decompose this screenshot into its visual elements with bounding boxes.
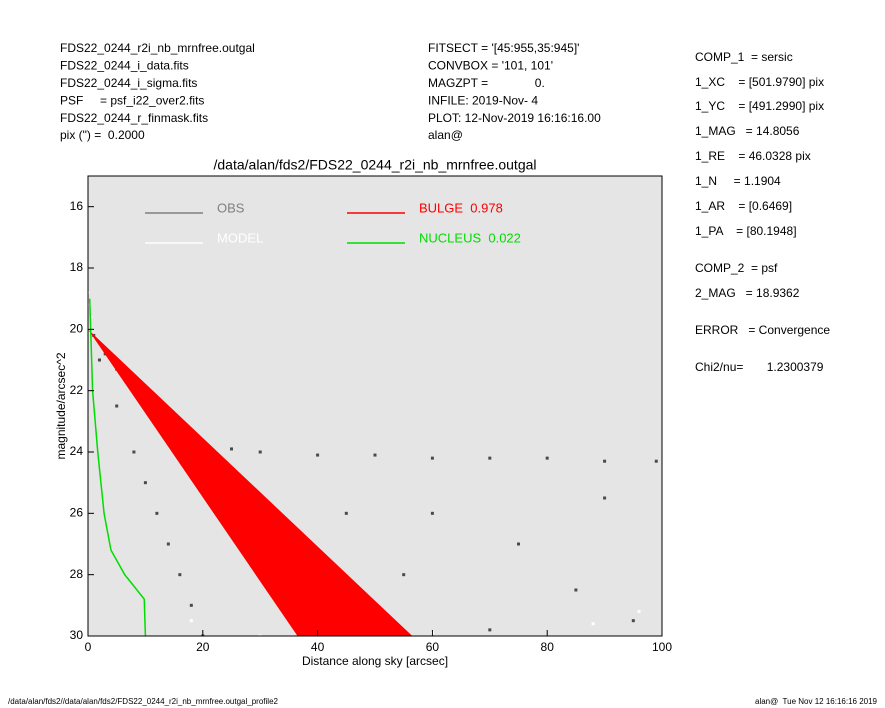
header-text: FDS22_0244_r_finmask.fits (60, 111, 208, 125)
data-point (178, 573, 182, 577)
legend-label: MODEL (217, 230, 263, 245)
param-text: 1_PA = [80.1948] (695, 224, 797, 238)
data-point (143, 481, 147, 485)
plot-frame (87, 175, 663, 637)
data-point (488, 456, 492, 460)
data-point (637, 609, 641, 613)
data-point (574, 588, 578, 592)
x-tick-label: 40 (311, 640, 325, 654)
x-tick-label: 60 (426, 640, 440, 654)
param-text: 1_RE = 46.0328 pix (695, 149, 811, 163)
data-point (166, 542, 170, 546)
data-point (631, 619, 635, 623)
data-point (430, 511, 434, 515)
param-text: 1_XC = [501.9790] pix (695, 75, 824, 89)
chart-title: /data/alan/fds2/FDS22_0244_r2i_nb_mrnfre… (214, 157, 537, 173)
header-text: FITSECT = '[45:955,35:945]' (428, 41, 579, 55)
data-point (344, 511, 348, 515)
header-text: PSF = psf_i22_over2.fits (60, 93, 204, 107)
param-text: 1_AR = [0.6469] (695, 199, 792, 213)
header-text: FDS22_0244_i_data.fits (60, 59, 189, 73)
data-point (258, 450, 262, 454)
data-point (430, 456, 434, 460)
data-point (373, 453, 377, 457)
param-text: 1_MAG = 14.8056 (695, 124, 800, 138)
y-tick-label: 28 (70, 567, 84, 581)
data-point (402, 573, 406, 577)
y-tick-label: 26 (70, 506, 84, 520)
data-point (258, 634, 262, 636)
data-point (545, 456, 549, 460)
footer-left: /data/alan/fds2//data/alan/fds2/FDS22_02… (8, 697, 279, 706)
x-axis-label: Distance along sky [arcsec] (302, 654, 448, 668)
x-tick-label: 20 (196, 640, 210, 654)
header-text: FDS22_0244_i_sigma.fits (60, 76, 197, 90)
data-point (488, 628, 492, 632)
data-point (155, 511, 159, 515)
header-text: FDS22_0244_r2i_nb_mrnfree.outgal (60, 41, 255, 55)
legend-label: OBS (217, 200, 245, 215)
data-point (189, 603, 193, 607)
y-tick-label: 24 (70, 444, 84, 458)
param-text: COMP_2 = psf (695, 261, 778, 275)
header-text: alan@ (428, 128, 463, 142)
x-tick-label: 80 (541, 640, 555, 654)
header-text: pix (") = 0.2000 (60, 128, 145, 142)
param-text: ERROR = Convergence (695, 323, 830, 337)
area (88, 329, 413, 636)
data-point (132, 450, 136, 454)
data-point (517, 542, 520, 546)
legend-label: NUCLEUS 0.022 (419, 230, 521, 245)
legend-label: BULGE 0.978 (419, 200, 503, 215)
data-point (115, 404, 119, 408)
data-point (88, 291, 90, 295)
y-axis-label: magnitude/arcsec^2 (54, 352, 68, 459)
footer-right: alan@ Tue Nov 12 16:16:16 2019 (755, 697, 878, 706)
header-text: PLOT: 12-Nov-2019 16:16:16.00 (428, 111, 601, 125)
param-text: 1_YC = [491.2990] pix (695, 99, 824, 113)
header-text: MAGZPT = 0. (428, 76, 545, 90)
param-text: Chi2/nu= 1.2300379 (695, 360, 824, 374)
data-point (591, 622, 595, 626)
x-tick-label: 100 (652, 640, 672, 654)
data-point (603, 496, 607, 500)
param-text: COMP_1 = sersic (695, 50, 793, 64)
y-tick-label: 30 (70, 628, 84, 642)
y-tick-label: 18 (70, 260, 84, 274)
data-point (316, 453, 320, 457)
data-point (189, 619, 193, 623)
data-point (230, 447, 233, 451)
x-tick-label: 0 (85, 640, 92, 654)
header-text: INFILE: 2019-Nov- 4 (428, 93, 538, 107)
param-text: 1_N = 1.1904 (695, 174, 781, 188)
data-point (603, 459, 607, 463)
plot-area (88, 176, 662, 636)
param-text: 2_MAG = 18.9362 (695, 286, 800, 300)
data-point (654, 459, 658, 463)
line (88, 298, 147, 636)
y-tick-label: 22 (70, 383, 84, 397)
y-tick-label: 20 (70, 322, 84, 336)
header-text: CONVBOX = '101, 101' (428, 59, 553, 73)
y-tick-label: 16 (70, 199, 84, 213)
data-point (97, 358, 101, 362)
